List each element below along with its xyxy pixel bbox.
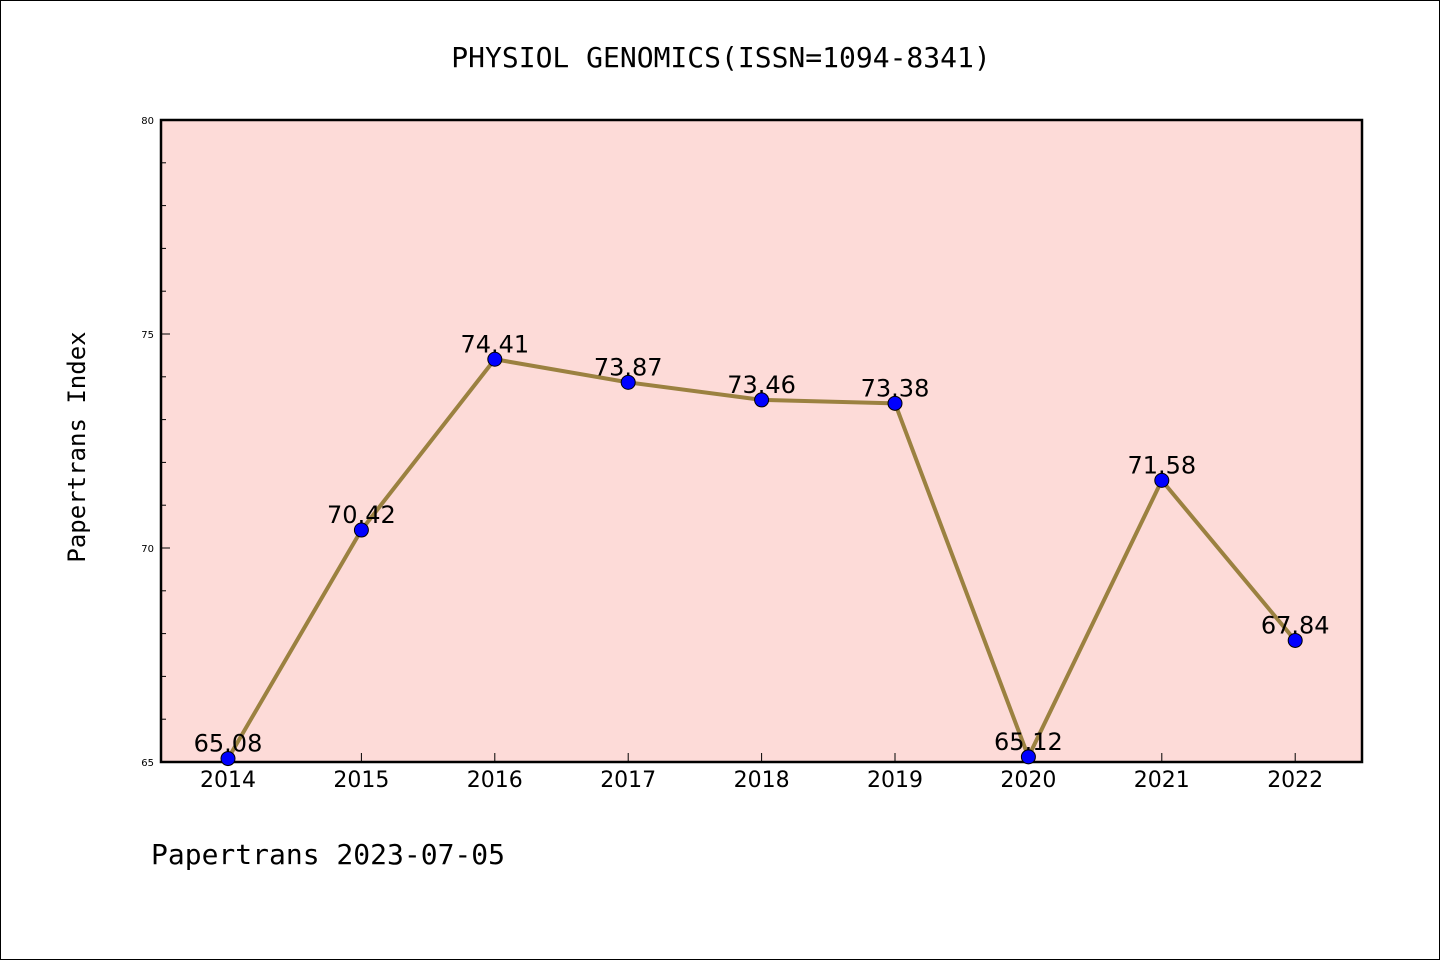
data-label: 73.87 <box>594 353 663 381</box>
data-points <box>220 351 1303 767</box>
data-label: 65.12 <box>994 728 1063 756</box>
plot-area <box>159 118 1364 764</box>
data-point <box>487 351 503 367</box>
data-point <box>353 522 369 538</box>
data-point <box>220 751 236 767</box>
data-label: 73.46 <box>727 371 796 399</box>
chart-title: PHYSIOL GENOMICS(ISSN=1094-8341) <box>451 41 990 74</box>
x-tick-label: 2019 <box>867 768 923 793</box>
x-tick-label: 2020 <box>1000 768 1056 793</box>
data-labels: 65.08 70.42 74.41 73.87 73.46 73.38 65.12 71.58… <box>194 330 1330 757</box>
y-tick-label: 65 <box>141 758 154 769</box>
x-tick-label: 2014 <box>200 768 256 793</box>
data-point <box>1287 632 1303 648</box>
data-point <box>887 395 903 411</box>
data-label: 65.08 <box>194 730 263 758</box>
y-axis-label: Papertrans Index <box>63 331 91 562</box>
data-label: 73.38 <box>861 374 930 402</box>
x-tick-label: 2017 <box>600 768 656 793</box>
y-tick-label: 75 <box>141 330 154 341</box>
y-axis: 65 70 75 80 <box>141 116 170 769</box>
x-axis: 2014 2015 2016 2017 2018 2019 2020 2021 2022 <box>200 753 1323 793</box>
data-point <box>1154 472 1170 488</box>
data-label: 74.41 <box>460 330 529 358</box>
footer-date-label: Papertrans 2023-07-05 <box>151 838 505 871</box>
data-label: 70.42 <box>327 501 396 529</box>
data-label: 67.84 <box>1261 611 1330 639</box>
data-point <box>754 392 770 408</box>
y-tick-label: 80 <box>141 116 154 127</box>
x-tick-label: 2021 <box>1134 768 1190 793</box>
x-tick-label: 2022 <box>1267 768 1323 793</box>
data-label: 71.58 <box>1127 451 1196 479</box>
y-tick-label: 70 <box>141 544 154 555</box>
x-tick-label: 2018 <box>734 768 790 793</box>
data-point <box>620 374 636 390</box>
data-point <box>1020 749 1036 765</box>
x-tick-label: 2015 <box>333 768 389 793</box>
x-tick-label: 2016 <box>467 768 523 793</box>
